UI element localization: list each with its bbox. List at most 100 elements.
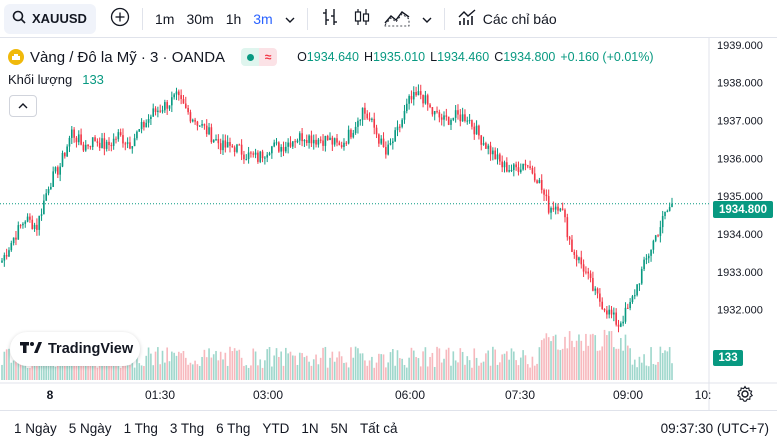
area-chart-icon — [384, 7, 410, 30]
volume-bar — [247, 367, 250, 380]
candle-body — [66, 146, 68, 157]
volume-bar — [533, 365, 536, 380]
volume-bar — [568, 331, 571, 380]
collapse-legend-button[interactable] — [9, 95, 37, 117]
range-1y-button[interactable]: 1N — [301, 421, 319, 436]
volume-bar — [222, 359, 224, 380]
volume-bar — [303, 357, 306, 380]
volume-bar — [224, 352, 227, 380]
range-5y-button[interactable]: 5N — [330, 421, 348, 436]
interval-dropdown-button[interactable] — [279, 4, 301, 34]
candle-body — [159, 110, 162, 112]
compare-add-button[interactable] — [104, 4, 136, 34]
candle-body — [340, 145, 343, 147]
volume-bar — [217, 360, 220, 380]
volume-bar — [305, 355, 308, 380]
candle-body — [429, 104, 431, 108]
volume-bar — [133, 367, 136, 380]
range-3m-button[interactable]: 3 Thg — [169, 421, 205, 436]
volume-bar — [194, 360, 196, 380]
chart-type-dropdown-button[interactable] — [416, 4, 438, 34]
candle-body — [40, 214, 43, 216]
candle-body — [603, 309, 606, 311]
range-1d-button[interactable]: 1 Ngày — [14, 421, 57, 436]
candle-body — [487, 145, 490, 149]
candle-body — [610, 309, 613, 315]
range-5d-button[interactable]: 5 Ngày — [68, 421, 112, 436]
candle-body — [15, 237, 17, 240]
interval-3m-button[interactable]: 3m — [253, 10, 273, 27]
range-all-button[interactable]: Tất cả — [359, 421, 398, 436]
candle-style-button[interactable] — [346, 4, 378, 34]
volume-bar — [45, 354, 48, 380]
volume-bar — [426, 366, 429, 380]
candle-body — [640, 269, 643, 284]
candle-body — [164, 102, 166, 111]
volume-bar — [282, 365, 285, 380]
candle-body — [347, 129, 350, 144]
indicators-icon — [457, 7, 477, 30]
volume-bar — [359, 353, 362, 380]
range-ytd-button[interactable]: YTD — [262, 421, 290, 436]
candle-body — [12, 237, 15, 244]
interval-30m-button[interactable]: 30m — [186, 10, 214, 27]
interval-1m-button[interactable]: 1m — [155, 10, 175, 27]
price-chart[interactable]: 1939.000 1938.000 1937.000 1936.000 1935.000… — [0, 38, 777, 410]
indicators-button[interactable]: Các chỉ báo — [451, 4, 563, 34]
candle-body — [175, 91, 178, 95]
candle-body — [582, 264, 585, 272]
bar-style-button[interactable] — [314, 4, 346, 34]
symbol-legend: Vàng / Đô la Mỹ · 3 · OANDA ≈ O1934.640 … — [8, 46, 654, 68]
divider — [443, 7, 445, 30]
volume-bar — [571, 340, 573, 380]
volume-bar — [382, 354, 385, 380]
candle-body — [401, 119, 403, 127]
volume-bar — [340, 356, 343, 380]
market-status-badge[interactable]: ≈ — [241, 48, 278, 66]
candle-body — [329, 137, 331, 141]
volume-bar — [331, 351, 334, 380]
volume-bar — [412, 350, 415, 380]
volume-bar — [494, 349, 497, 380]
volume-bar — [254, 351, 257, 380]
volume-bar — [175, 355, 178, 380]
candle-body — [373, 118, 376, 128]
volume-bar — [154, 351, 157, 380]
candle-body — [633, 295, 636, 297]
symbol-search-button[interactable]: XAUUSD — [4, 3, 96, 34]
tradingview-logo[interactable]: TradingView — [10, 332, 140, 366]
range-1m-button[interactable]: 1 Thg — [123, 421, 158, 436]
candle-body — [461, 114, 464, 122]
area-style-button[interactable] — [378, 4, 416, 34]
volume-bar — [582, 350, 585, 380]
volume-bar — [408, 357, 410, 380]
candle-body — [652, 240, 655, 250]
candle-body — [352, 132, 355, 138]
open-value: 1934.640 — [306, 50, 359, 64]
candle-body — [157, 110, 159, 113]
candle-body — [173, 94, 175, 98]
volume-bar — [459, 348, 462, 380]
chart-settings-button[interactable] — [735, 384, 755, 406]
volume-bar — [278, 356, 280, 380]
candle-body — [657, 235, 659, 237]
timezone-clock[interactable]: 09:37:30 (UTC+7) — [660, 421, 769, 436]
candle-body — [333, 138, 336, 145]
volume-bar — [466, 356, 469, 380]
candle-body — [161, 110, 164, 112]
volume-bar — [398, 358, 401, 380]
price-tick-label: 1939.000 — [717, 40, 763, 52]
candle-body — [354, 126, 357, 133]
volume-bar — [96, 367, 99, 380]
price-tick-label: 1934.000 — [717, 229, 763, 241]
interval-1h-button[interactable]: 1h — [225, 10, 242, 27]
volume-bar — [561, 348, 564, 380]
volume-bar — [50, 353, 52, 380]
candle-body — [94, 137, 96, 142]
range-6m-button[interactable]: 6 Thg — [216, 421, 251, 436]
candle-body — [19, 225, 22, 227]
candle-body — [205, 125, 208, 135]
candle-body — [312, 139, 315, 144]
candle-body — [550, 207, 552, 213]
candle-body — [180, 95, 182, 100]
